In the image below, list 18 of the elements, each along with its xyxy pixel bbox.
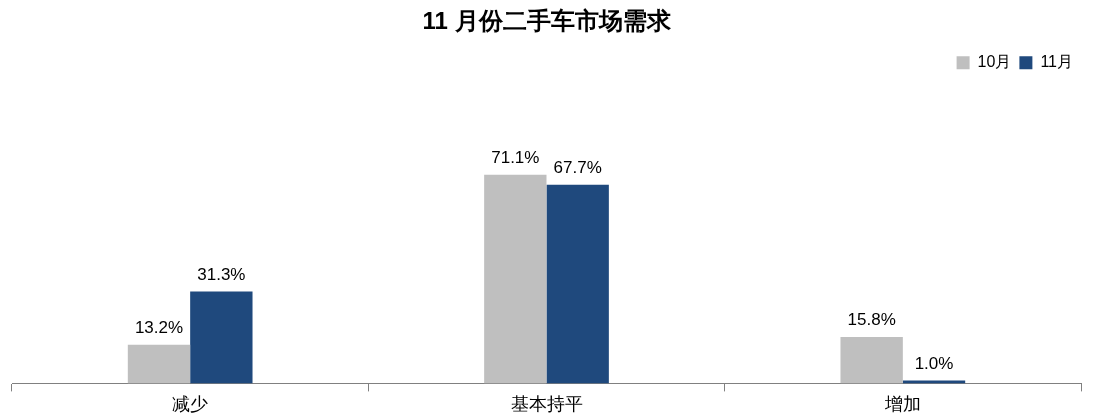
bar: [190, 291, 253, 384]
data-label: 13.2%: [134, 317, 184, 337]
chart-title: 11 月份二手车市场需求: [422, 7, 672, 35]
bar: [546, 184, 609, 384]
legend-label: 10月: [977, 53, 1012, 71]
x-tick-label: 基本持平: [510, 394, 583, 415]
bar: [484, 174, 547, 384]
x-tick-label: 减少: [172, 394, 209, 415]
data-label: 67.7%: [553, 157, 602, 177]
x-tick-label: 增加: [883, 394, 921, 415]
bar: [840, 337, 903, 384]
legend-label: 11月: [1040, 53, 1073, 71]
bar: [127, 344, 191, 384]
data-label: 15.8%: [847, 310, 896, 330]
data-label: 1.0%: [914, 353, 954, 373]
data-label: 71.1%: [491, 147, 540, 167]
bar: [902, 380, 966, 384]
data-label: 31.3%: [197, 264, 246, 284]
